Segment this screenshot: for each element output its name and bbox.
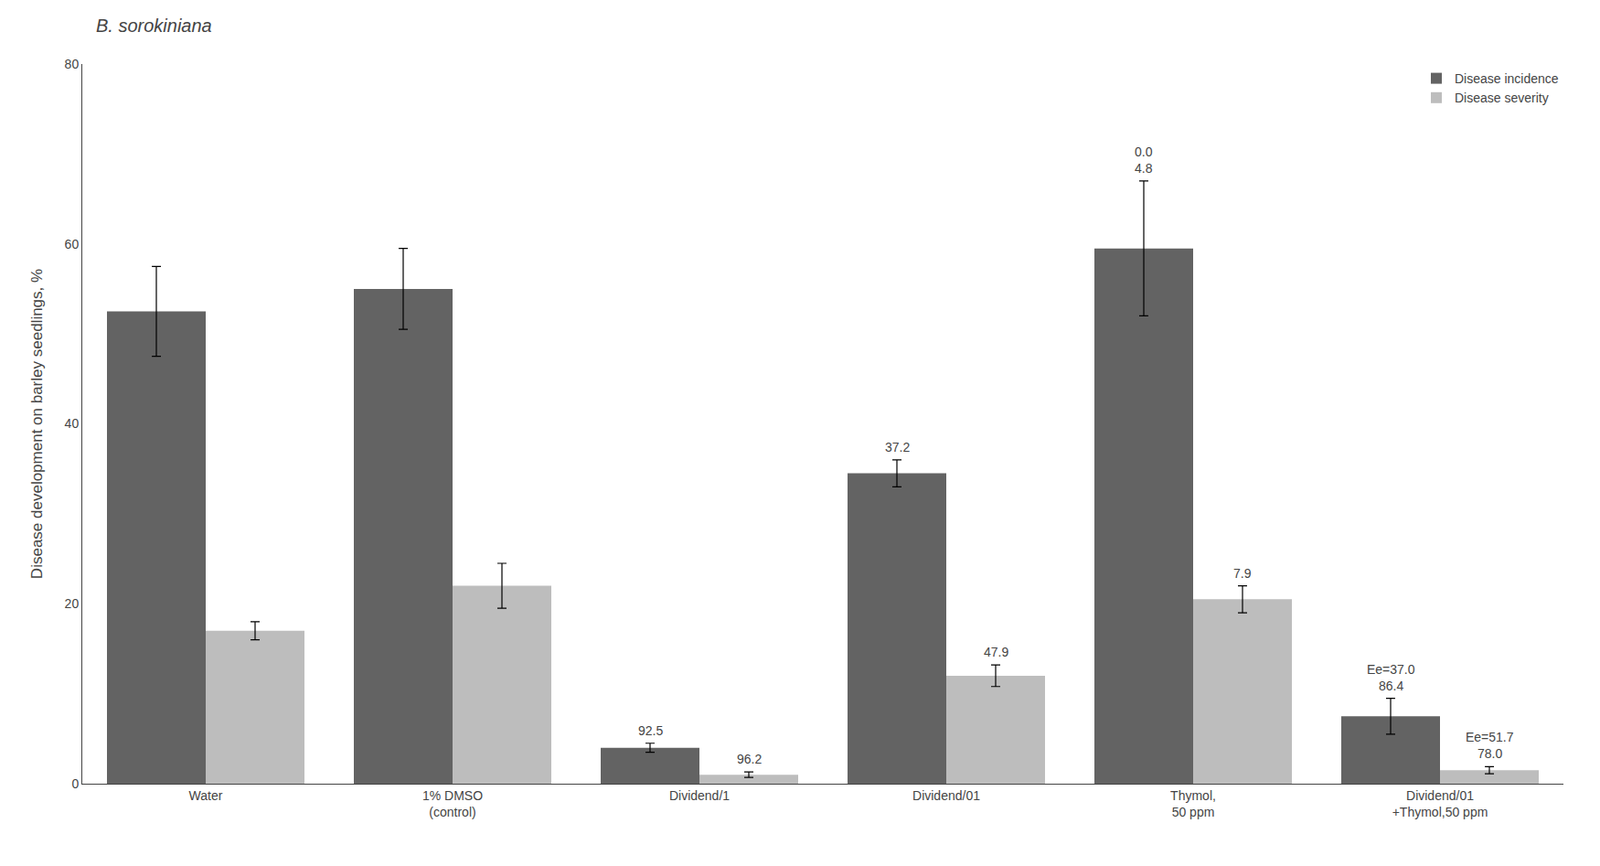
svg-text:4.8: 4.8 bbox=[1134, 160, 1153, 176]
svg-text:Ee=51.7: Ee=51.7 bbox=[1465, 729, 1515, 745]
svg-text:Thymol,50 ppm: Thymol,50 ppm bbox=[1170, 788, 1216, 820]
svg-text:1% DMSO(control): 1% DMSO(control) bbox=[422, 788, 483, 820]
svg-text:20: 20 bbox=[64, 596, 80, 611]
svg-text:Disease development on barley: Disease development on barley seedlings,… bbox=[28, 268, 46, 579]
svg-text:Disease incidence: Disease incidence bbox=[1454, 71, 1559, 86]
svg-text:Dividend/01: Dividend/01 bbox=[912, 788, 981, 803]
svg-text:0.0: 0.0 bbox=[1134, 144, 1153, 160]
svg-text:47.9: 47.9 bbox=[983, 644, 1009, 660]
svg-text:96.2: 96.2 bbox=[736, 751, 762, 767]
svg-text:80: 80 bbox=[64, 56, 80, 72]
svg-text:78.0: 78.0 bbox=[1477, 746, 1503, 761]
svg-text:B. sorokiniana: B. sorokiniana bbox=[96, 15, 213, 36]
svg-text:92.5: 92.5 bbox=[638, 723, 663, 738]
svg-text:Dividend/01+Thymol,50 ppm: Dividend/01+Thymol,50 ppm bbox=[1392, 788, 1489, 820]
svg-text:0: 0 bbox=[71, 776, 79, 791]
svg-text:40: 40 bbox=[64, 416, 80, 431]
svg-text:7.9: 7.9 bbox=[1233, 565, 1252, 581]
svg-text:86.4: 86.4 bbox=[1378, 678, 1404, 694]
svg-text:Dividend/1: Dividend/1 bbox=[669, 788, 730, 803]
svg-text:Disease severity: Disease severity bbox=[1454, 90, 1549, 106]
svg-text:Water: Water bbox=[189, 788, 224, 803]
svg-text:60: 60 bbox=[64, 236, 80, 252]
svg-text:37.2: 37.2 bbox=[885, 439, 910, 455]
svg-text:Ee=37.0: Ee=37.0 bbox=[1366, 661, 1416, 677]
